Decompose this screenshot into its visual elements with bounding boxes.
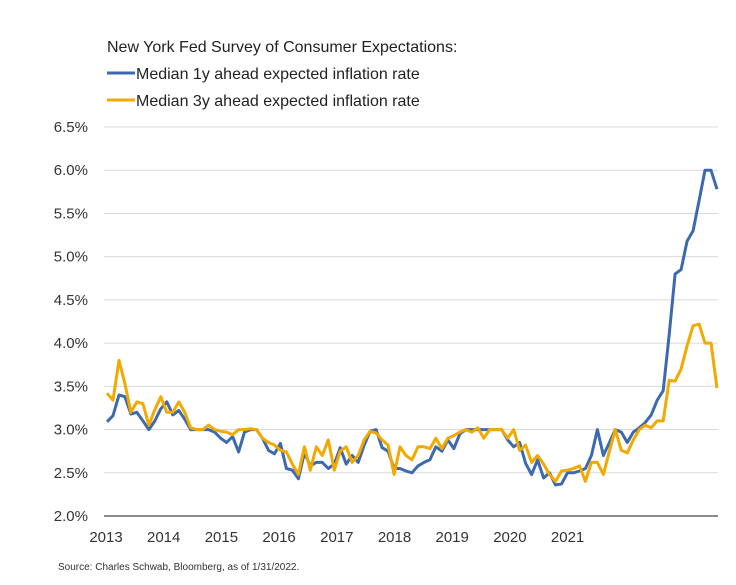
x-tick-label: 2013 bbox=[89, 529, 122, 546]
x-tick-label: 2016 bbox=[262, 529, 295, 546]
series bbox=[105, 168, 719, 487]
x-tick-label: 2017 bbox=[320, 529, 353, 546]
x-axis-ticks: 2013 2014 2015 2016 2017 2018 2019 2020 2021 bbox=[89, 529, 584, 546]
y-axis-ticks: 6.5% 6.0% 5.5% 5.0% 4.5% 4.0% 3.5% 3.0% 2.5% 2.0% bbox=[54, 119, 88, 525]
series-line-3y bbox=[105, 322, 719, 483]
y-tick-label: 2.5% bbox=[54, 465, 88, 482]
y-tick-label: 4.5% bbox=[54, 292, 88, 309]
x-tick-label: 2018 bbox=[378, 529, 411, 546]
y-tick-label: 5.5% bbox=[54, 205, 88, 222]
y-tick-label: 3.0% bbox=[54, 422, 88, 439]
gridlines bbox=[104, 126, 718, 474]
chart-title: New York Fed Survey of Consumer Expectat… bbox=[107, 39, 457, 56]
series-line-1y bbox=[105, 168, 719, 487]
x-tick-label: 2021 bbox=[551, 529, 584, 546]
x-tick-label: 2020 bbox=[493, 529, 526, 546]
legend-item-1y: Median 1y ahead expected inflation rate bbox=[107, 66, 420, 83]
y-tick-label: 3.5% bbox=[54, 378, 88, 395]
y-tick-label: 6.5% bbox=[54, 119, 88, 136]
x-tick-label: 2015 bbox=[205, 529, 238, 546]
y-tick-label: 2.0% bbox=[54, 508, 88, 525]
legend-label-3y: Median 3y ahead expected inflation rate bbox=[136, 93, 420, 110]
x-tick-label: 2014 bbox=[147, 529, 180, 546]
y-tick-label: 6.0% bbox=[54, 162, 88, 179]
y-tick-label: 5.0% bbox=[54, 249, 88, 266]
y-tick-label: 4.0% bbox=[54, 335, 88, 352]
x-tick-label: 2019 bbox=[436, 529, 469, 546]
source-note: Source: Charles Schwab, Bloomberg, as of… bbox=[58, 562, 299, 573]
legend-label-1y: Median 1y ahead expected inflation rate bbox=[136, 66, 420, 83]
legend-item-3y: Median 3y ahead expected inflation rate bbox=[107, 93, 420, 110]
legend: Median 1y ahead expected inflation rate … bbox=[107, 66, 420, 110]
